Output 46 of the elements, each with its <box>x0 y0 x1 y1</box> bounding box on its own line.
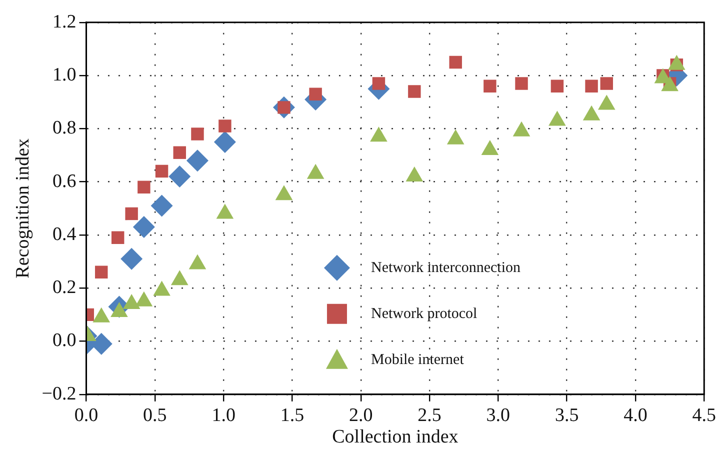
y-tick-label: 1.2 <box>52 11 76 32</box>
point <box>214 130 236 153</box>
point <box>191 128 204 140</box>
point <box>484 80 496 93</box>
point <box>173 146 186 159</box>
x-tick-label: 2.0 <box>348 404 373 426</box>
point <box>95 266 108 279</box>
x-tick-label: 4.5 <box>692 404 716 426</box>
x-tick-label: 3.0 <box>486 404 510 426</box>
point <box>309 88 322 101</box>
y-tick-label: −0.2 <box>42 383 76 404</box>
y-tick-label: 0.8 <box>52 118 76 139</box>
y-tick-label: 0.2 <box>52 277 76 298</box>
point <box>168 166 191 188</box>
legend-label: Network protocol <box>370 306 478 322</box>
point <box>138 180 150 194</box>
x-tick-label: 0.5 <box>143 404 167 426</box>
x-tick-label: 1.0 <box>212 404 236 426</box>
x-tick-label: 0.0 <box>74 404 98 426</box>
x-tick-label: 3.5 <box>554 404 579 426</box>
legend-label: Network interconnection <box>370 260 522 276</box>
point <box>600 77 614 90</box>
point <box>150 194 173 217</box>
legend-label: Mobile internet <box>370 352 465 368</box>
point <box>120 248 143 270</box>
y-axis-title: Recognition index <box>12 138 34 278</box>
y-tick-label: 0.0 <box>52 330 76 352</box>
point <box>125 207 138 220</box>
point <box>515 77 528 90</box>
x-tick-label: 2.5 <box>418 404 442 426</box>
x-tick-label: 4.0 <box>624 404 648 426</box>
point <box>585 80 598 93</box>
point <box>449 56 462 69</box>
point <box>218 120 232 132</box>
point <box>186 150 208 172</box>
point <box>408 85 421 98</box>
y-tick-label: 1.0 <box>52 64 76 86</box>
x-axis-title: Collection index <box>332 426 459 448</box>
point <box>132 216 155 238</box>
point <box>111 231 124 244</box>
point <box>550 80 564 93</box>
point <box>155 164 168 178</box>
point <box>372 77 386 90</box>
y-tick-label: 0.4 <box>52 224 77 245</box>
y-tick-label: 0.6 <box>52 170 76 192</box>
x-tick-label: 1.5 <box>280 404 304 426</box>
